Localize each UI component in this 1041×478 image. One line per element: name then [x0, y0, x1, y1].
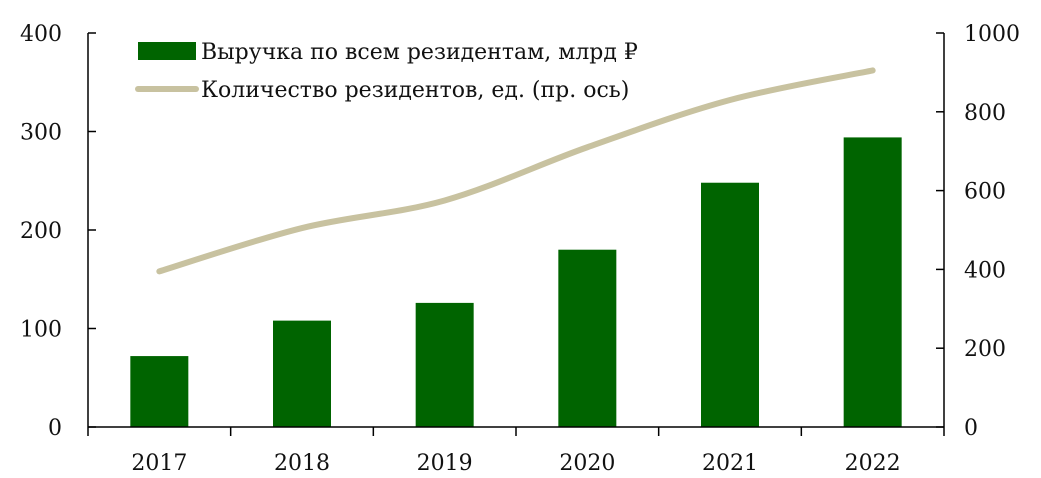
bar-2022 [843, 137, 902, 427]
left-tick-label: 400 [20, 22, 62, 47]
residents-line [156, 67, 876, 275]
x-tick-label-2019: 2019 [417, 451, 473, 476]
right-tick-label: 400 [964, 258, 1006, 283]
left-tick-label: 300 [20, 121, 62, 146]
legend-label-residents: Количество резидентов, ед. (пр. ось) [201, 78, 629, 103]
right-tick-label: 200 [964, 337, 1006, 362]
x-tick-label-2017: 2017 [131, 451, 187, 476]
bar-2017 [130, 356, 189, 427]
x-tick-label-2021: 2021 [702, 451, 758, 476]
right-y-ticks: 0 200 400 600 800 1000 [936, 22, 1020, 441]
x-tick-label-2022: 2022 [845, 451, 901, 476]
bar-2021 [701, 182, 759, 427]
x-tick-label-2020: 2020 [559, 451, 615, 476]
right-tick-label: 600 [964, 180, 1006, 205]
right-tick-label: 1000 [964, 22, 1020, 47]
x-ticks: 2017 2018 2019 2020 2021 2022 [87, 427, 945, 476]
line-layer [156, 67, 876, 275]
bars-layer [130, 137, 902, 427]
x-tick-label-2018: 2018 [274, 451, 330, 476]
legend-label-revenue: Выручка по всем резидентам, млрд ₽ [201, 40, 638, 65]
left-y-ticks: 0 100 200 300 400 [20, 22, 96, 441]
right-tick-label: 0 [964, 416, 978, 441]
bar-2018 [273, 320, 331, 427]
legend: Выручка по всем резидентам, млрд ₽ Колич… [135, 40, 638, 103]
left-tick-label: 200 [20, 219, 62, 244]
legend-swatch-revenue [138, 42, 196, 60]
left-tick-label: 0 [48, 416, 62, 441]
right-tick-label: 800 [964, 101, 1006, 126]
left-tick-label: 100 [20, 318, 62, 343]
bar-2019 [415, 302, 474, 427]
bar-2020 [558, 249, 617, 427]
